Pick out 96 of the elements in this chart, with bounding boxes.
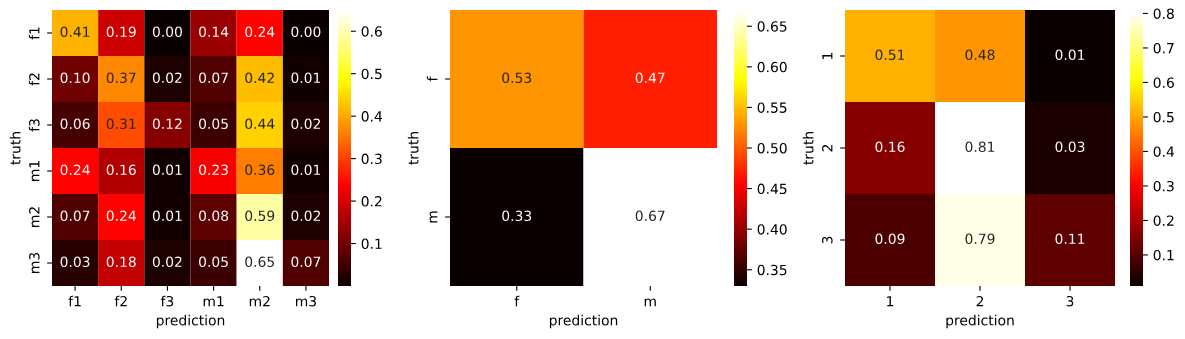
data-label: 0.53 xyxy=(502,72,532,84)
data-label: 0.59 xyxy=(245,210,275,222)
x-tick-label: f3 xyxy=(160,295,174,307)
data-label: 0.11 xyxy=(1055,233,1085,245)
y-axis-title: truth xyxy=(802,132,814,165)
data-label: 0.02 xyxy=(152,72,182,84)
y-tick-label: f3 xyxy=(28,119,40,132)
color-bar-label: 0.2 xyxy=(1153,215,1174,226)
data-label: 0.79 xyxy=(965,233,995,245)
color-bar-label: 0.7 xyxy=(1153,42,1174,54)
data-label: 0.14 xyxy=(199,26,229,38)
data-label: 0.05 xyxy=(199,256,228,268)
data-label: 0.07 xyxy=(199,72,228,84)
x-tick-label: m xyxy=(644,298,656,307)
x-tick-label: m3 xyxy=(295,295,316,307)
color-bar-label: 0.5 xyxy=(361,68,382,80)
data-label: 0.08 xyxy=(199,210,229,222)
color-bar-label: 0.6 xyxy=(361,26,382,37)
y-axis-title: truth xyxy=(407,132,419,165)
color-bar-label: 0.8 xyxy=(1153,8,1174,19)
data-label: 0.00 xyxy=(152,26,182,38)
y-tick-label: 2 xyxy=(822,144,833,152)
data-label: 0.24 xyxy=(245,26,275,38)
data-label: 0.19 xyxy=(106,26,136,38)
x-tick-label: m1 xyxy=(203,296,224,307)
data-label: 0.42 xyxy=(245,72,274,84)
data-label: 0.03 xyxy=(1055,141,1085,153)
color-bar-label: 0.60 xyxy=(757,61,787,73)
data-label: 0.24 xyxy=(106,210,136,222)
x-tick-label: m2 xyxy=(249,295,270,307)
data-label: 0.01 xyxy=(1055,49,1085,61)
data-label: 0.07 xyxy=(291,256,321,268)
color-bar-label: 0.3 xyxy=(361,153,382,165)
data-label: 0.01 xyxy=(152,164,182,176)
data-label: 0.09 xyxy=(875,233,905,245)
data-label: 0.37 xyxy=(106,72,136,84)
y-tick-label: m1 xyxy=(29,161,40,181)
data-label: 0.65 xyxy=(245,256,274,268)
data-label: 0.33 xyxy=(502,210,532,222)
color-bar-label: 0.1 xyxy=(1153,249,1174,261)
data-label: 0.67 xyxy=(635,210,665,222)
data-label: 0.00 xyxy=(291,26,321,38)
color-bar-label: 0.35 xyxy=(757,264,787,276)
x-axis-title: prediction xyxy=(156,314,225,329)
data-label: 0.31 xyxy=(106,118,136,130)
x-axis-title: prediction xyxy=(549,314,618,329)
data-label: 0.01 xyxy=(291,72,321,84)
data-label: 0.06 xyxy=(60,118,90,130)
y-tick-label: 3 xyxy=(822,236,833,244)
data-label: 0.81 xyxy=(965,141,995,153)
y-tick-label: f2 xyxy=(28,73,40,86)
data-label: 0.02 xyxy=(152,256,182,268)
data-label: 0.23 xyxy=(199,164,228,176)
data-label: 0.07 xyxy=(60,210,90,222)
data-label: 0.18 xyxy=(106,256,136,268)
data-label: 0.36 xyxy=(245,164,275,176)
data-label: 0.16 xyxy=(106,164,136,176)
data-label: 0.01 xyxy=(291,164,321,176)
color-bar-label: 0.5 xyxy=(1153,111,1174,123)
data-label: 0.12 xyxy=(152,118,182,130)
data-label: 0.02 xyxy=(291,118,320,130)
x-tick-label: f1 xyxy=(68,295,81,307)
color-bar-label: 0.65 xyxy=(757,21,787,32)
x-tick-label: 2 xyxy=(976,295,984,307)
color-bar-label: 0.50 xyxy=(757,142,787,154)
y-axis-title: truth xyxy=(9,132,21,165)
x-tick-label: 3 xyxy=(1066,295,1074,307)
color-bar-label: 0.4 xyxy=(1153,146,1175,157)
data-label: 0.02 xyxy=(291,210,320,222)
data-label: 0.24 xyxy=(60,164,90,176)
x-axis-title: prediction xyxy=(946,314,1014,329)
y-tick-label: f1 xyxy=(28,27,40,40)
data-label: 0.05 xyxy=(199,118,228,130)
color-bar-label: 0.1 xyxy=(361,238,382,250)
x-tick-label: f2 xyxy=(114,295,127,307)
x-tick-label: f xyxy=(514,295,520,307)
data-label: 0.44 xyxy=(245,118,275,130)
color-bar-label: 0.45 xyxy=(757,183,787,195)
data-label: 0.41 xyxy=(60,26,90,38)
data-label: 0.47 xyxy=(635,72,665,84)
data-label: 0.48 xyxy=(965,49,995,61)
color-bar-label: 0.3 xyxy=(1153,180,1174,192)
data-label: 0.16 xyxy=(875,141,905,153)
y-tick-label: m2 xyxy=(29,207,40,227)
color-bar-label: 0.6 xyxy=(1153,77,1174,88)
data-label: 0.03 xyxy=(60,256,90,268)
data-label: 0.01 xyxy=(152,210,182,222)
y-tick-label: 1 xyxy=(822,52,833,59)
color-bar-label: 0.55 xyxy=(757,102,787,113)
color-bar-label: 0.2 xyxy=(361,196,382,207)
data-label: 0.10 xyxy=(60,72,90,84)
x-tick-label: 1 xyxy=(887,296,894,307)
y-tick-label: m3 xyxy=(29,252,40,273)
color-bar-label: 0.4 xyxy=(361,111,383,122)
color-bar-label: 0.40 xyxy=(757,224,787,235)
data-label: 0.51 xyxy=(875,49,905,61)
